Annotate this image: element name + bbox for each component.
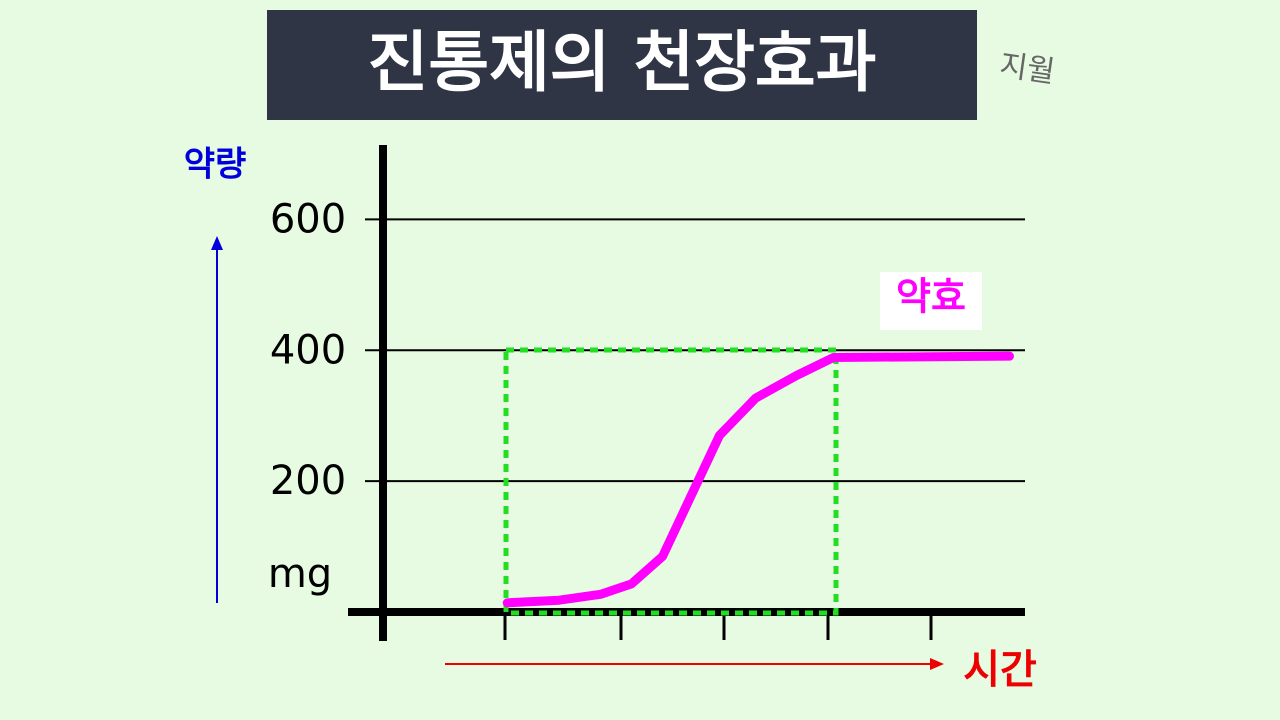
x-tick-marks: [503, 612, 933, 640]
signature: 지월: [997, 48, 1057, 90]
y-unit: mg: [268, 551, 332, 597]
y-tick-label: 200: [270, 458, 346, 504]
x-arrow-head: [930, 658, 944, 670]
y-axis-label: 약량: [184, 145, 247, 185]
title-box: [267, 10, 977, 120]
chart-title: 진통제의 천장효과: [368, 24, 877, 101]
series-line: [502, 351, 1014, 608]
y-tick-label: 600: [270, 196, 346, 242]
x-axis-label: 시간: [963, 647, 1037, 693]
legend-label: 약효: [896, 275, 966, 319]
y-tick-label: 400: [270, 327, 346, 373]
legend-box: [880, 272, 982, 330]
range-box: [503, 347, 839, 616]
y-arrow-head: [211, 236, 223, 250]
